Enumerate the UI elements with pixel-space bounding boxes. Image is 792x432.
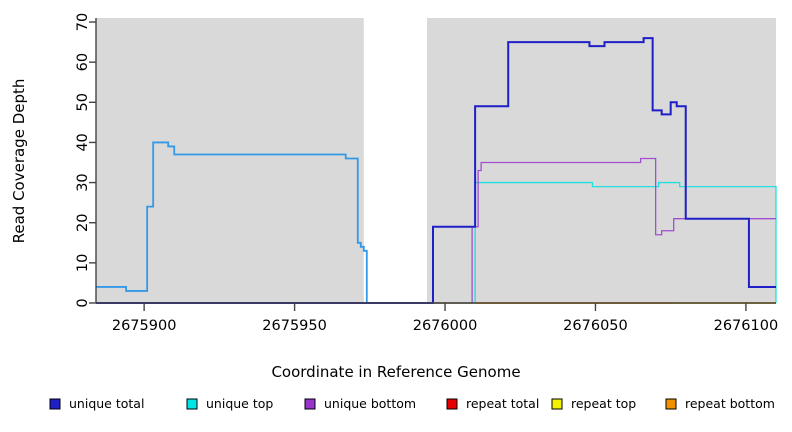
tick-labels: 0 10 20 30 40 50 60 70 2675900 2675950 2676000 2676… bbox=[75, 13, 778, 334]
y-tick-label: 10 bbox=[75, 254, 91, 272]
series-unique-top bbox=[96, 181, 777, 304]
axes bbox=[89, 18, 776, 311]
legend-swatch-repeat-top bbox=[551, 398, 563, 410]
unique-region-right bbox=[426, 18, 776, 303]
legend-label-unique-total: unique total bbox=[69, 396, 144, 411]
y-tick-label: 30 bbox=[75, 173, 91, 191]
y-tick-label: 20 bbox=[75, 213, 91, 231]
legend-label-repeat-total: repeat total bbox=[466, 396, 539, 411]
y-tick-label: 0 bbox=[75, 298, 91, 307]
x-axis-title: Coordinate in Reference Genome bbox=[271, 363, 520, 381]
legend-label-unique-top: unique top bbox=[206, 396, 273, 411]
y-axis-title: Read Coverage Depth bbox=[10, 79, 28, 244]
x-tick-label: 2676000 bbox=[413, 318, 478, 334]
series-unique-total bbox=[96, 37, 776, 304]
legend-swatch-unique-total bbox=[49, 398, 61, 410]
series-unique-total-(left-segment) bbox=[96, 141, 368, 303]
x-tick-label: 2675900 bbox=[112, 318, 177, 334]
legend-label-repeat-bottom: repeat bottom bbox=[685, 396, 775, 411]
x-tick-label: 2676050 bbox=[563, 318, 628, 334]
x-tick-label: 2675950 bbox=[262, 318, 327, 334]
legend-swatch-unique-top bbox=[186, 398, 198, 410]
legend-swatch-unique-bottom bbox=[304, 398, 316, 410]
plot-background bbox=[96, 18, 776, 303]
legend-swatch-repeat-total bbox=[446, 398, 458, 410]
legend-swatch-repeat-bottom bbox=[665, 398, 677, 410]
y-tick-label: 60 bbox=[75, 53, 91, 71]
y-tick-label: 70 bbox=[75, 13, 91, 31]
legend-label-repeat-top: repeat top bbox=[571, 396, 636, 411]
legend-label-unique-bottom: unique bottom bbox=[324, 396, 416, 411]
y-tick-label: 40 bbox=[75, 133, 91, 151]
legend: unique total unique top unique bottom repea… bbox=[49, 396, 775, 411]
y-tick-label: 50 bbox=[75, 93, 91, 111]
x-tick-label: 2676100 bbox=[714, 318, 779, 334]
unique-region-left bbox=[96, 18, 364, 303]
